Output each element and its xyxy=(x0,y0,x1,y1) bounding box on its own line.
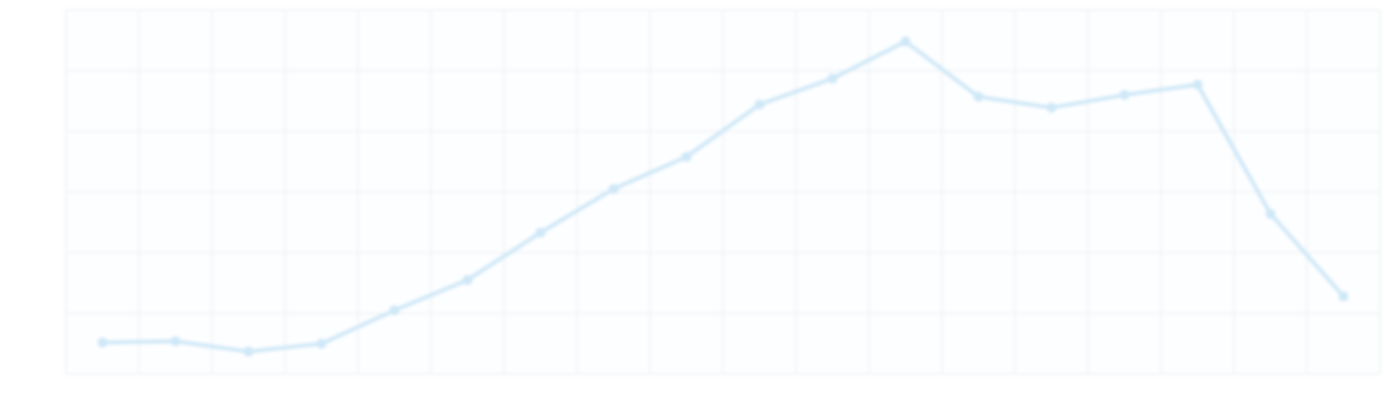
data-point xyxy=(827,73,838,84)
data-point xyxy=(97,337,108,348)
data-point xyxy=(754,99,765,110)
data-point xyxy=(389,305,400,316)
data-point xyxy=(1046,102,1057,113)
series-layer xyxy=(100,39,1346,354)
data-point xyxy=(1265,208,1276,219)
data-point xyxy=(1119,89,1130,100)
data-point xyxy=(243,346,254,357)
data-point xyxy=(316,338,327,349)
grid-lines xyxy=(65,9,1381,375)
data-point xyxy=(170,336,181,347)
data-point xyxy=(608,183,619,194)
data-point xyxy=(1338,291,1349,302)
data-point xyxy=(973,91,984,102)
points-layer xyxy=(97,36,1349,357)
data-point xyxy=(681,151,692,162)
data-point xyxy=(462,274,473,285)
data-point xyxy=(535,227,546,238)
data-point xyxy=(1192,79,1203,90)
data-point xyxy=(900,36,911,47)
series-line xyxy=(100,39,1346,354)
